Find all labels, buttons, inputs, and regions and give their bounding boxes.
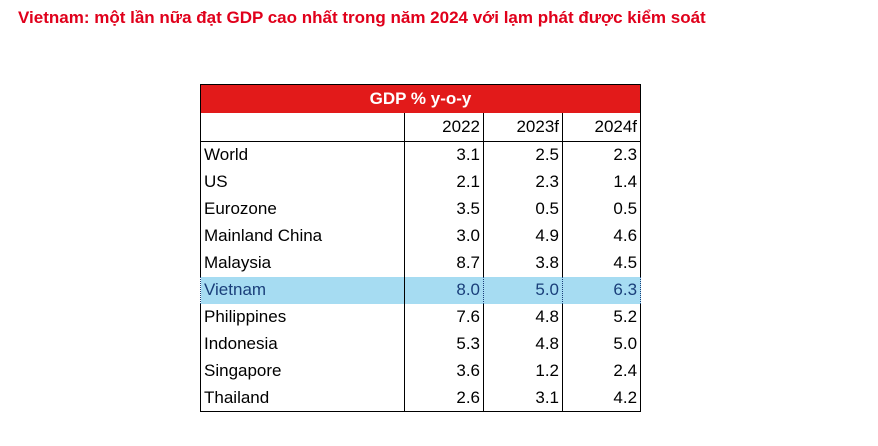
cell-2024f: 5.0 [561, 330, 642, 358]
row-label: Malaysia [200, 249, 405, 277]
cell-2023f: 3.8 [483, 249, 563, 277]
row-label: Thailand [200, 384, 405, 412]
cell-2022: 3.5 [404, 195, 484, 223]
year-header-2024f: 2024f [561, 112, 642, 142]
table-header-row: GDP % y-o-y [199, 84, 642, 113]
table-body: World 3.1 2.5 2.3 US 2.1 2.3 1.4 Eurozone 3.5 0.5 0… [200, 141, 642, 412]
gdp-table: GDP % y-o-y 2022 2023f 2024f World 3.1 2.5… [199, 84, 642, 412]
table-row-philippines: Philippines 7.6 4.8 5.2 [200, 303, 642, 331]
cell-2023f: 4.9 [483, 222, 563, 250]
cell-2024f: 6.3 [561, 276, 642, 304]
cell-2024f: 2.3 [561, 141, 642, 169]
cell-2023f: 0.5 [483, 195, 563, 223]
cell-2023f: 1.2 [483, 357, 563, 385]
cell-2022: 2.1 [404, 168, 484, 196]
cell-2024f: 0.5 [561, 195, 642, 223]
cell-2022: 3.0 [404, 222, 484, 250]
year-row: 2022 2023f 2024f [200, 112, 642, 142]
table-row-malaysia: Malaysia 8.7 3.8 4.5 [200, 249, 642, 277]
year-corner-cell [200, 112, 405, 142]
cell-2022: 7.6 [404, 303, 484, 331]
table-row-world: World 3.1 2.5 2.3 [200, 141, 642, 169]
row-label: World [200, 141, 405, 169]
cell-2022: 3.6 [404, 357, 484, 385]
cell-2022: 3.1 [404, 141, 484, 169]
table-header: GDP % y-o-y [199, 84, 642, 113]
table-row-thailand: Thailand 2.6 3.1 4.2 [200, 384, 642, 412]
table-row-vietnam: Vietnam 8.0 5.0 6.3 [200, 276, 642, 304]
row-label: Mainland China [200, 222, 405, 250]
cell-2022: 2.6 [404, 384, 484, 412]
cell-2024f: 5.2 [561, 303, 642, 331]
cell-2022: 8.0 [404, 276, 484, 304]
table-row-eurozone: Eurozone 3.5 0.5 0.5 [200, 195, 642, 223]
table-row-mainland-china: Mainland China 3.0 4.9 4.6 [200, 222, 642, 250]
year-header-2022: 2022 [404, 112, 484, 142]
row-label: Eurozone [200, 195, 405, 223]
row-label: Vietnam [200, 276, 405, 304]
cell-2023f: 4.8 [483, 303, 563, 331]
year-header-2023f: 2023f [483, 112, 563, 142]
cell-2022: 5.3 [404, 330, 484, 358]
cell-2024f: 4.2 [561, 384, 642, 412]
table-row-us: US 2.1 2.3 1.4 [200, 168, 642, 196]
cell-2024f: 1.4 [561, 168, 642, 196]
cell-2024f: 2.4 [561, 357, 642, 385]
cell-2024f: 4.6 [561, 222, 642, 250]
row-label: Indonesia [200, 330, 405, 358]
cell-2022: 8.7 [404, 249, 484, 277]
row-label: Singapore [200, 357, 405, 385]
cell-2023f: 4.8 [483, 330, 563, 358]
cell-2023f: 5.0 [483, 276, 563, 304]
cell-2023f: 2.3 [483, 168, 563, 196]
row-label: US [200, 168, 405, 196]
cell-2023f: 2.5 [483, 141, 563, 169]
table-row-singapore: Singapore 3.6 1.2 2.4 [200, 357, 642, 385]
cell-2023f: 3.1 [483, 384, 563, 412]
slide-title: Vietnam: một lần nữa đạt GDP cao nhất tr… [18, 8, 706, 27]
row-label: Philippines [200, 303, 405, 331]
cell-2024f: 4.5 [561, 249, 642, 277]
table-row-indonesia: Indonesia 5.3 4.8 5.0 [200, 330, 642, 358]
